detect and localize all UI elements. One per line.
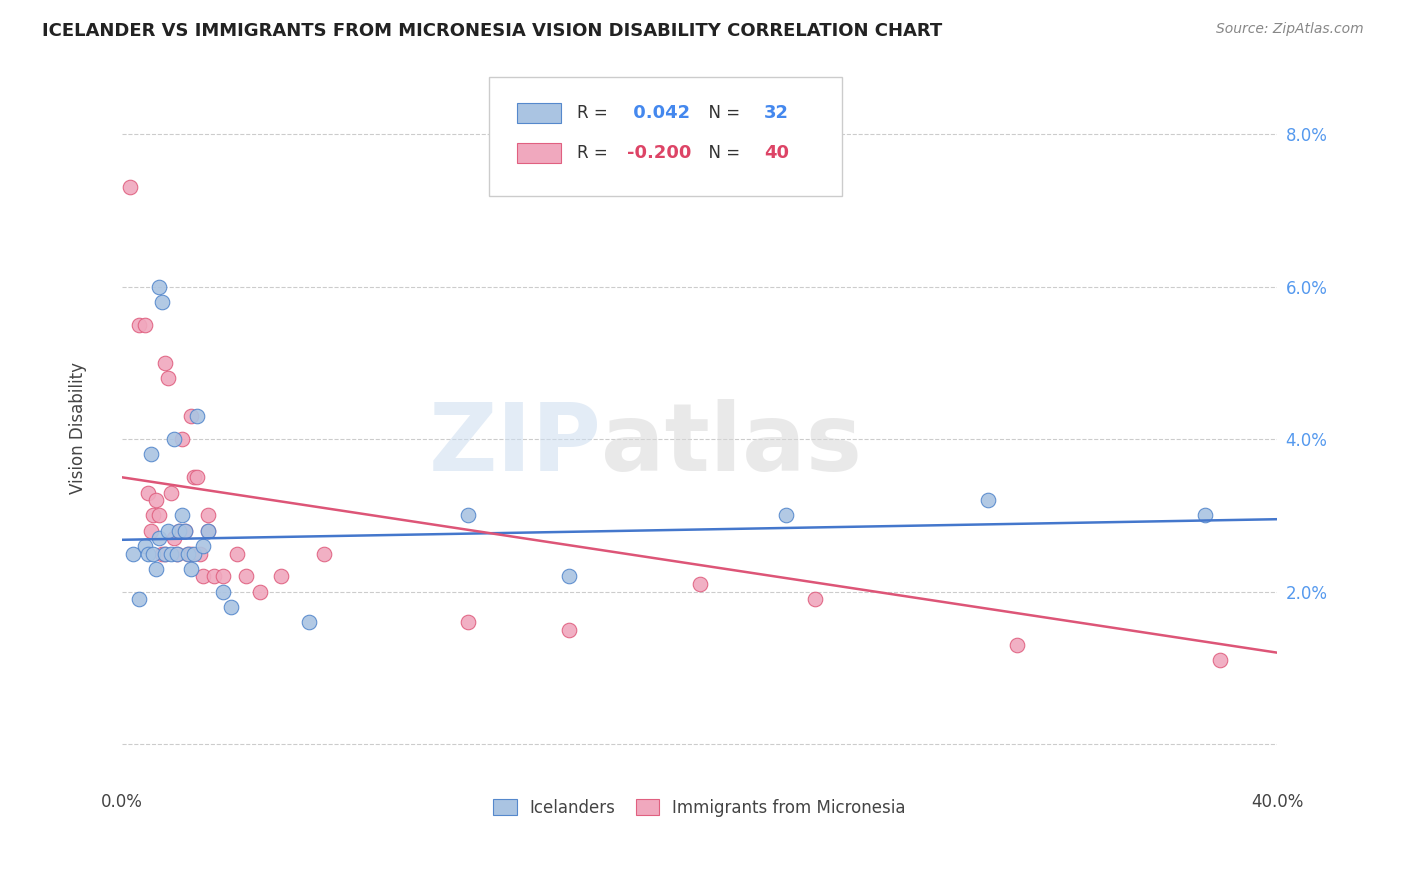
Point — [312, 547, 335, 561]
Point — [188, 547, 211, 561]
Point — [457, 508, 479, 523]
FancyBboxPatch shape — [517, 103, 561, 123]
Text: N =: N = — [699, 104, 745, 122]
Point — [186, 470, 208, 484]
Point — [163, 432, 186, 446]
Point — [134, 539, 156, 553]
Point — [153, 547, 176, 561]
Point — [153, 547, 176, 561]
Text: Source: ZipAtlas.com: Source: ZipAtlas.com — [1216, 22, 1364, 37]
Point — [775, 508, 797, 523]
Point — [166, 547, 188, 561]
Point — [1007, 638, 1029, 652]
Point — [153, 356, 176, 370]
Text: 0.042: 0.042 — [627, 104, 690, 122]
Point — [174, 524, 197, 538]
Point — [150, 294, 173, 309]
Point — [211, 584, 233, 599]
Point — [128, 592, 150, 607]
Point — [148, 279, 170, 293]
Point — [226, 547, 249, 561]
Point — [235, 569, 257, 583]
Point — [298, 615, 321, 630]
Point — [804, 592, 827, 607]
Point — [221, 599, 243, 614]
Point — [197, 524, 219, 538]
Text: -0.200: -0.200 — [627, 145, 692, 162]
Point — [180, 547, 202, 561]
Point — [159, 547, 181, 561]
Point — [177, 547, 200, 561]
Point — [172, 432, 194, 446]
Legend: Icelanders, Immigrants from Micronesia: Icelanders, Immigrants from Micronesia — [485, 790, 914, 825]
Point — [136, 547, 159, 561]
Point — [166, 547, 188, 561]
Point — [183, 547, 205, 561]
Point — [150, 547, 173, 561]
Point — [169, 524, 191, 538]
Point — [148, 508, 170, 523]
Point — [1208, 653, 1230, 667]
Point — [159, 485, 181, 500]
Point — [558, 623, 581, 637]
Point — [191, 539, 214, 553]
Point — [180, 562, 202, 576]
FancyBboxPatch shape — [517, 144, 561, 163]
Point — [191, 569, 214, 583]
Point — [197, 508, 219, 523]
Point — [142, 547, 165, 561]
Point — [174, 524, 197, 538]
Point — [689, 577, 711, 591]
Point — [457, 615, 479, 630]
Point — [270, 569, 292, 583]
Point — [139, 447, 162, 461]
Point — [197, 524, 219, 538]
Text: atlas: atlas — [602, 400, 862, 491]
Point — [156, 371, 179, 385]
Point — [163, 531, 186, 545]
Point — [145, 562, 167, 576]
Point — [139, 524, 162, 538]
Point — [142, 508, 165, 523]
Point — [169, 524, 191, 538]
Point — [156, 524, 179, 538]
Point — [186, 409, 208, 424]
Text: R =: R = — [576, 145, 613, 162]
Point — [177, 547, 200, 561]
Point — [172, 508, 194, 523]
FancyBboxPatch shape — [489, 77, 842, 195]
Point — [558, 569, 581, 583]
Text: R =: R = — [576, 104, 613, 122]
Point — [148, 531, 170, 545]
Point — [211, 569, 233, 583]
Text: 40: 40 — [765, 145, 789, 162]
Point — [180, 409, 202, 424]
Point — [249, 584, 271, 599]
Point — [183, 470, 205, 484]
Point — [122, 547, 145, 561]
Point — [128, 318, 150, 332]
Point — [134, 318, 156, 332]
Point — [202, 569, 225, 583]
Point — [136, 485, 159, 500]
Point — [120, 180, 142, 194]
Text: N =: N = — [699, 145, 745, 162]
Text: Vision Disability: Vision Disability — [69, 361, 87, 493]
Text: 32: 32 — [765, 104, 789, 122]
Point — [1194, 508, 1216, 523]
Text: ICELANDER VS IMMIGRANTS FROM MICRONESIA VISION DISABILITY CORRELATION CHART: ICELANDER VS IMMIGRANTS FROM MICRONESIA … — [42, 22, 942, 40]
Point — [977, 493, 1000, 508]
Point — [145, 493, 167, 508]
Text: ZIP: ZIP — [429, 400, 602, 491]
